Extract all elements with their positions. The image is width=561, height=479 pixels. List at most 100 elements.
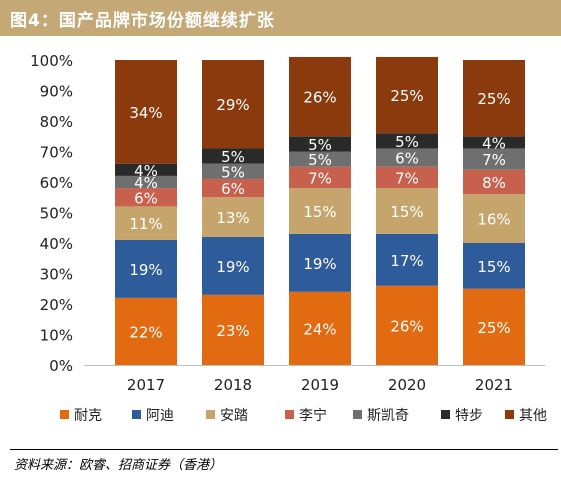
data-label: 23%	[216, 322, 249, 340]
data-label: 19%	[129, 261, 162, 279]
source-note: 资料来源：欧睿、招商证券（香港）	[14, 458, 223, 473]
bar-segment	[115, 239, 177, 298]
y-tick-label: 70%	[40, 144, 73, 162]
legend-swatch	[206, 410, 215, 419]
data-label: 17%	[390, 252, 423, 270]
y-tick-label: 20%	[40, 296, 73, 314]
bar-segment	[463, 288, 525, 365]
x-tick-label: 2019	[301, 376, 339, 394]
data-label: 4%	[134, 174, 158, 192]
data-label: 22%	[129, 323, 162, 341]
y-tick-label: 60%	[40, 174, 73, 192]
bar-segment	[463, 194, 525, 243]
y-tick-label: 0%	[49, 357, 73, 375]
data-label: 7%	[395, 169, 419, 187]
data-label: 7%	[482, 151, 506, 169]
data-label: 5%	[221, 163, 245, 181]
legend-label: 安踏	[220, 408, 248, 424]
bar-segment	[376, 188, 438, 234]
stacked-bar-chart: 0% 10% 20% 30% 40% 50% 60% 70% 80% 90% 100% 22% 19% 1…	[30, 52, 547, 424]
bar-segment	[289, 136, 351, 152]
data-label: 19%	[216, 258, 249, 276]
data-label: 25%	[477, 319, 510, 337]
bar-segment	[202, 236, 264, 295]
bar-segment	[376, 233, 438, 286]
legend-label: 李宁	[299, 407, 327, 424]
data-label: 15%	[303, 203, 336, 221]
source-divider	[10, 449, 558, 450]
y-tick-label: 80%	[40, 113, 73, 131]
legend-swatch	[505, 410, 514, 419]
data-label: 6%	[221, 180, 245, 198]
data-label: 29%	[216, 96, 249, 114]
y-tick-label: 100%	[30, 52, 73, 70]
bar-segment	[115, 60, 177, 164]
bar-segment	[463, 136, 525, 149]
legend-swatch	[353, 410, 362, 419]
bar-segment	[463, 148, 525, 170]
bar-segment	[115, 163, 177, 176]
bar-segment	[115, 206, 177, 240]
y-tick-label: 50%	[40, 205, 73, 223]
data-label: 24%	[303, 320, 336, 338]
legend-swatch	[441, 410, 450, 419]
data-label: 25%	[390, 87, 423, 105]
bar-segment	[289, 291, 351, 365]
x-tick-label: 2020	[388, 376, 426, 394]
bar-segment	[376, 285, 438, 365]
data-label: 15%	[477, 258, 510, 276]
legend-swatch	[60, 410, 69, 419]
y-tick-label: 30%	[40, 266, 73, 284]
bar-segment	[376, 56, 438, 134]
y-tick-label: 10%	[40, 327, 73, 345]
bar-segment	[202, 163, 264, 179]
bar-segment	[202, 178, 264, 198]
data-label: 34%	[129, 104, 162, 122]
legend-label: 特步	[455, 408, 483, 424]
bar-segment	[376, 148, 438, 167]
data-label: 25%	[477, 90, 510, 108]
bar-segment	[289, 188, 351, 234]
data-label: 26%	[390, 317, 423, 335]
legend-label: 其他	[519, 408, 547, 424]
bar-segment	[289, 56, 351, 137]
bar-segment	[202, 60, 264, 149]
bar-segment	[376, 166, 438, 189]
data-label: 11%	[129, 215, 162, 233]
data-label: 5%	[308, 151, 332, 169]
x-tick-label: 2018	[214, 376, 252, 394]
data-label: 26%	[303, 89, 336, 107]
bar-segment	[115, 175, 177, 189]
data-label: 5%	[221, 148, 245, 166]
data-label: 7%	[308, 169, 332, 187]
data-label: 13%	[216, 209, 249, 227]
data-label: 6%	[134, 189, 158, 207]
data-label: 16%	[477, 211, 510, 229]
x-tick-label: 2017	[127, 376, 165, 394]
x-tick-label: 2021	[475, 376, 513, 394]
bar-segment	[202, 197, 264, 237]
data-label: 15%	[390, 203, 423, 221]
data-label: 19%	[303, 255, 336, 273]
legend-swatch	[132, 410, 141, 419]
legend-label: 斯凯奇	[367, 407, 409, 424]
data-label: 4%	[482, 134, 506, 152]
bar-segment	[376, 133, 438, 149]
data-label: 5%	[308, 136, 332, 154]
bar-segment	[202, 148, 264, 164]
bar-segment	[289, 151, 351, 167]
bar-segment	[289, 233, 351, 292]
y-tick-label: 40%	[40, 235, 73, 253]
bar-segment	[463, 60, 525, 137]
bar-segment	[202, 294, 264, 365]
bar-segment	[463, 169, 525, 195]
legend-swatch	[285, 410, 294, 419]
legend-label: 耐克	[74, 408, 102, 424]
bar-segment	[289, 166, 351, 189]
legend-label: 阿迪	[146, 408, 174, 424]
figure-title: 图4：国产品牌市场份额继续扩张	[10, 11, 275, 31]
figure-title-bar: 图4：国产品牌市场份额继续扩张	[0, 0, 561, 36]
data-label: 6%	[395, 150, 419, 168]
bar-segment	[115, 297, 177, 365]
y-tick-label: 90%	[40, 83, 73, 101]
